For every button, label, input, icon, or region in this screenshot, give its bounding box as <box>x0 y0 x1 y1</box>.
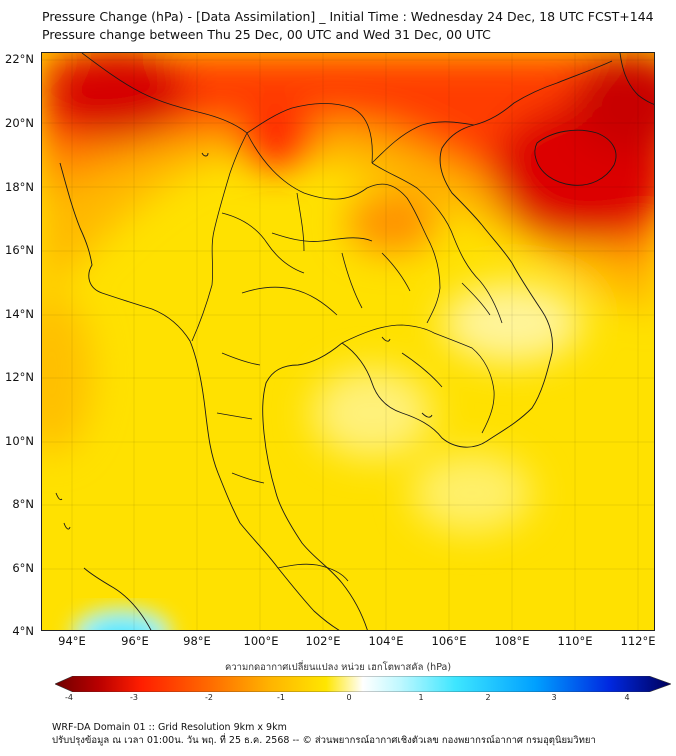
lat-label-22n: 22°N <box>5 52 34 66</box>
pressure-change-field <box>42 53 654 630</box>
lon-label-102e: 102°E <box>305 634 341 648</box>
colorbar-tick-1: 1 <box>418 693 424 702</box>
lon-label-96e: 96°E <box>121 634 149 648</box>
colorbar-tick-minus3: -3 <box>130 693 138 702</box>
colorbar-tick-0: 0 <box>346 693 352 702</box>
colorbar-tick-minus4: -4 <box>65 693 73 702</box>
lon-label-98e: 98°E <box>183 634 211 648</box>
lon-label-112e: 112°E <box>620 634 656 648</box>
lat-label-20n: 20°N <box>5 116 34 130</box>
colorbar-tick-3: 3 <box>551 693 557 702</box>
colorbar-tick-minus2: -2 <box>205 693 213 702</box>
lat-label-6n: 6°N <box>12 561 34 575</box>
lon-label-94e: 94°E <box>58 634 86 648</box>
lon-label-106e: 106°E <box>431 634 467 648</box>
colorbar-tick-4: 4 <box>624 693 630 702</box>
map-title-line1: Pressure Change (hPa) - [Data Assimilati… <box>42 9 654 24</box>
lat-label-16n: 16°N <box>5 243 34 257</box>
colorbar-tick-2: 2 <box>485 693 491 702</box>
footer-update-info: ปรับปรุงข้อมูล ณ เวลา 01:00น. วัน พฤ. ที… <box>52 735 596 746</box>
lon-label-104e: 104°E <box>368 634 404 648</box>
lat-label-4n: 4°N <box>12 624 34 638</box>
lat-label-8n: 8°N <box>12 497 34 511</box>
colorbar <box>54 675 672 693</box>
lat-label-12n: 12°N <box>5 370 34 384</box>
lon-label-100e: 100°E <box>243 634 279 648</box>
lat-label-18n: 18°N <box>5 180 34 194</box>
footer-credits: WRF-DA Domain 01 :: Grid Resolution 9km … <box>52 721 596 747</box>
map-title: Pressure Change (hPa) - [Data Assimilati… <box>42 8 662 44</box>
lat-label-10n: 10°N <box>5 434 34 448</box>
colorbar-label: ความกดอากาศเปลี่ยนแปลง หน่วย เฮกโตพาสคัล… <box>224 662 452 673</box>
colorbar-tick-minus1: -1 <box>277 693 285 702</box>
map-title-line2: Pressure change between Thu 25 Dec, 00 U… <box>42 27 491 42</box>
graticule-lines <box>42 53 654 630</box>
lat-label-14n: 14°N <box>5 307 34 321</box>
country-borders <box>81 53 503 582</box>
footer-model-info: WRF-DA Domain 01 :: Grid Resolution 9km … <box>52 722 287 733</box>
map-plot-area <box>41 52 655 631</box>
lon-label-108e: 108°E <box>494 634 530 648</box>
lon-label-110e: 110°E <box>557 634 593 648</box>
